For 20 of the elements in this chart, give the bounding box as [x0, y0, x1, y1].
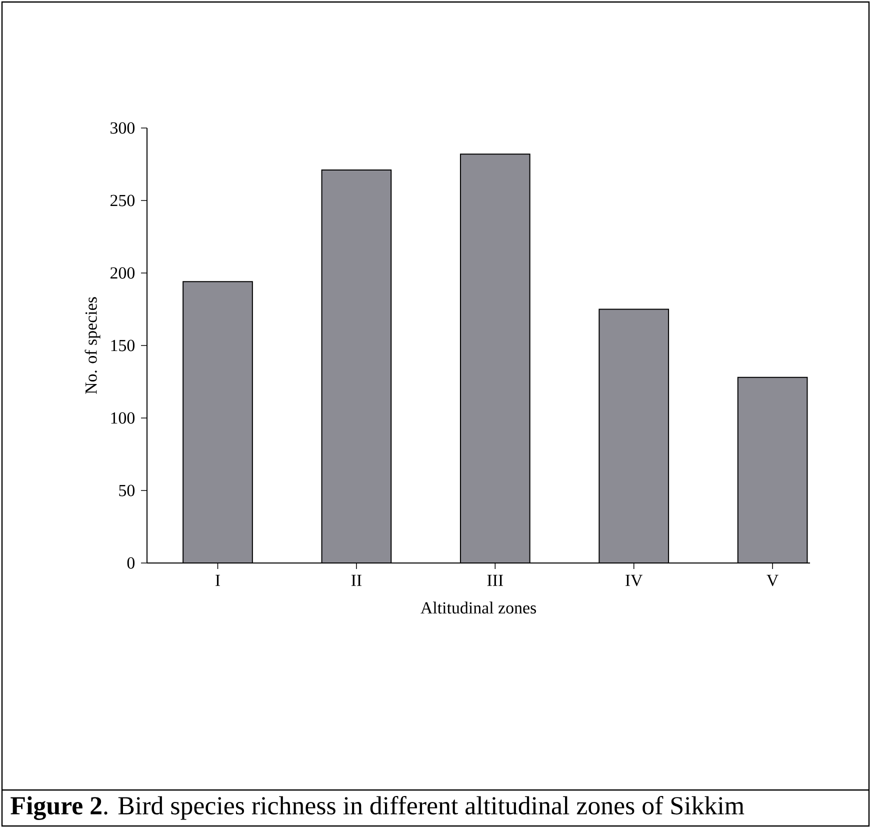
- y-tick-label: 100: [111, 412, 135, 424]
- bar: [322, 170, 392, 563]
- text: Figure 2. Bird species richness in different altitudinal zones of Sikkim: [10, 796, 744, 820]
- y-axis-title: No. of species: [84, 297, 100, 394]
- y-tick-label: 50: [119, 484, 135, 496]
- x-tick-label: I: [216, 574, 220, 586]
- x-axis-title: Altitudinal zones: [420, 602, 536, 614]
- x-tick-label: V: [766, 574, 778, 586]
- y-tick-label: 200: [110, 267, 135, 279]
- x-tick-label: III: [487, 574, 504, 586]
- y-tick-label: 150: [111, 340, 135, 352]
- y-tick-label: 0: [127, 557, 135, 569]
- bar: [183, 282, 252, 563]
- x-tick-label: II: [351, 574, 362, 586]
- y-tick-label: 300: [110, 122, 135, 134]
- bar: [737, 376, 808, 563]
- bar: [599, 309, 669, 563]
- bar: [460, 154, 530, 563]
- y-tick-label: 250: [110, 194, 135, 206]
- x-tick-label: IV: [626, 574, 643, 586]
